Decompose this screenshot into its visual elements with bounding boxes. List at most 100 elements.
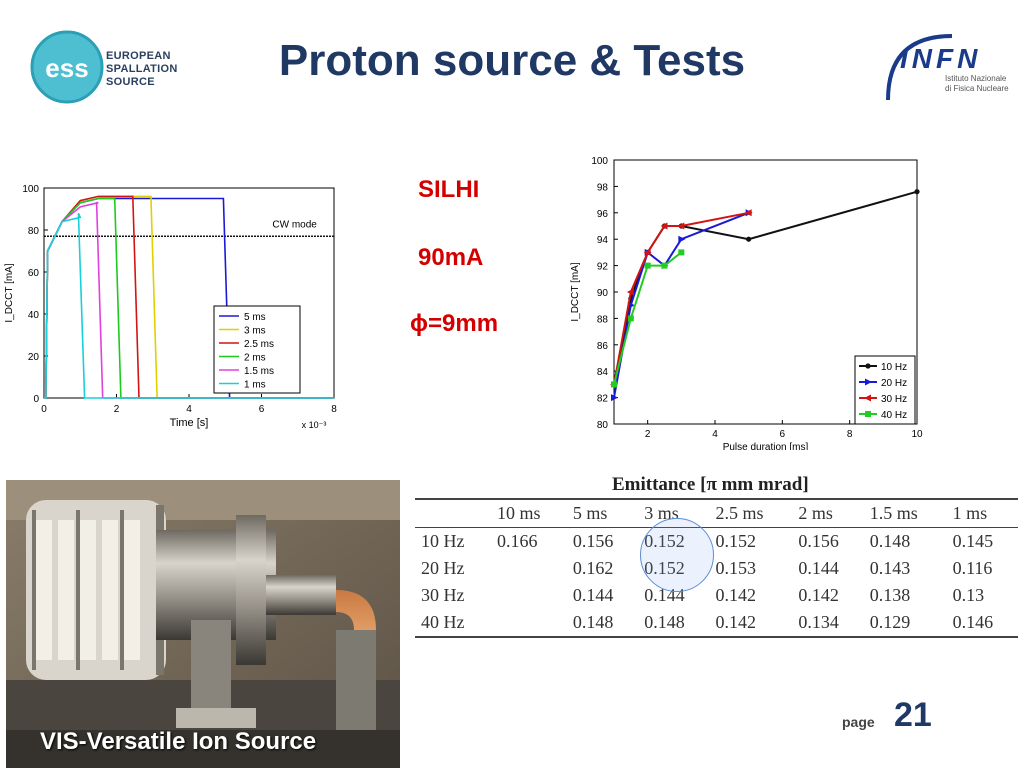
y-tick-label: 88: [597, 314, 609, 325]
y-tick-label: 100: [591, 156, 608, 167]
y-tick-label: 60: [28, 268, 40, 279]
data-point: [661, 262, 668, 269]
table-cell: 0.116: [952, 558, 993, 578]
table-cell: 0.152: [715, 531, 757, 551]
data-point: [914, 189, 920, 195]
legend-label: 20 Hz: [881, 378, 907, 389]
table-cell: 0.148: [644, 612, 685, 632]
legend-label: 10 Hz: [881, 362, 907, 373]
legend-label: 3 ms: [244, 326, 266, 337]
y-tick-label: 92: [597, 262, 609, 273]
table-header-cell: 5 ms: [572, 503, 608, 523]
table-cell: 0.156: [798, 531, 839, 551]
table-cell: [491, 582, 567, 609]
data-point: [744, 209, 752, 217]
table-header-cell: 1 ms: [952, 503, 988, 523]
x-axis-multiplier: x 10⁻³: [302, 420, 327, 430]
diameter-label: ϕ=9mm: [410, 310, 499, 337]
legend-label: 2.5 ms: [244, 339, 274, 350]
table-cell: 20 Hz: [421, 558, 465, 578]
data-point: [660, 222, 668, 230]
y-tick-label: 20: [28, 352, 40, 363]
table-cell: 40 Hz: [421, 612, 465, 632]
series-line-1-ms: [44, 212, 334, 399]
legend-label: 30 Hz: [881, 394, 907, 405]
table-cell: 10 Hz: [421, 531, 465, 551]
legend-label: 5 ms: [244, 312, 266, 323]
silhi-label: SILHI: [418, 176, 480, 203]
data-point: [678, 249, 685, 256]
y-tick-label: 98: [597, 182, 609, 193]
page-title: Proton source & Tests: [278, 36, 746, 85]
y-tick-label: 94: [597, 235, 609, 246]
data-point: [611, 381, 617, 388]
table-cell: 0.162: [572, 558, 614, 578]
table-cell: 0.142: [715, 585, 757, 605]
table-cell: 0.144: [798, 558, 839, 578]
y-axis-title: I_DCCT [mA]: [570, 262, 581, 321]
data-point: [678, 235, 686, 243]
x-axis-title: Pulse duration [ms]: [723, 442, 809, 450]
table-cell: 0.13: [952, 585, 985, 605]
infn-line1: Istituto Nazionale: [945, 74, 1007, 83]
table-header-cell: [415, 499, 491, 528]
x-tick-label: 0: [41, 404, 47, 415]
y-tick-label: 80: [28, 226, 40, 237]
table-cell: 0.142: [798, 585, 839, 605]
y-tick-label: 96: [597, 209, 609, 220]
data-point: [644, 262, 651, 269]
cw-mode-label: CW mode: [272, 219, 317, 230]
ess-line2: SPALLATION: [106, 63, 178, 75]
table-cell: 0.134: [798, 612, 839, 632]
x-tick-label: 8: [331, 404, 337, 415]
highlight-circle: [640, 518, 714, 592]
x-tick-label: 4: [186, 404, 192, 415]
photo-caption: VIS-Versatile Ion Source: [40, 728, 317, 755]
y-tick-label: 80: [597, 420, 609, 431]
table-cell: 0.138: [869, 585, 911, 605]
table-cell: 0.129: [869, 612, 911, 632]
emittance-table: 10 ms 5 ms 3 ms 2.5 ms 2 ms 1.5 ms 1 ms 10 Hz 0…: [415, 498, 1018, 638]
y-tick-label: 90: [597, 288, 609, 299]
y-tick-label: 40: [28, 310, 40, 321]
current-label: 90mA: [418, 244, 484, 271]
legend-label: 1.5 ms: [244, 366, 274, 377]
y-tick-label: 86: [597, 341, 609, 352]
table-cell: [491, 555, 567, 582]
y-tick-label: 100: [22, 184, 39, 195]
data-point: [865, 363, 871, 369]
table-cell: 0.148: [572, 612, 614, 632]
series-line-30-Hz: [613, 211, 749, 385]
x-tick-label: 4: [712, 429, 718, 440]
y-tick-label: 0: [33, 394, 39, 405]
data-point: [746, 236, 752, 242]
table-cell: 0.142: [715, 612, 757, 632]
data-point: [865, 378, 872, 386]
legend-box: [213, 305, 301, 394]
table-header-cell: 10 ms: [496, 503, 541, 523]
data-point: [865, 411, 871, 417]
ess-logo-text: EUROPEAN SPALLATION SOURCE: [106, 50, 178, 89]
legend-label: 1 ms: [244, 380, 266, 391]
current-vs-pulse-chart: 2 4 6 8 10 80 82 84 86 88 90 92 94 96 98 100 Pulse durat…: [570, 156, 923, 450]
y-axis-title: I_DCCT [mA]: [4, 263, 15, 322]
table-cell: 0.166: [496, 531, 538, 551]
table-header-cell: 2 ms: [798, 503, 833, 523]
x-tick-label: 2: [114, 404, 120, 415]
table-cell: 0.146: [952, 612, 994, 632]
table-header-row: 10 ms 5 ms 3 ms 2.5 ms 2 ms 1.5 ms 1 ms: [415, 499, 1018, 528]
page-number: 21: [894, 696, 932, 734]
table-cell: 0.144: [572, 585, 614, 605]
page-label: page: [842, 714, 875, 730]
table-header-cell: 1.5 ms: [869, 503, 918, 523]
y-tick-label: 84: [597, 367, 609, 378]
data-point: [611, 394, 618, 402]
table-body: 10 Hz 0.166 0.156 0.152 0.152 0.156 0.148 0.145…: [415, 528, 1018, 637]
x-tick-label: 6: [259, 404, 265, 415]
x-axis-title: Time [s]: [170, 417, 209, 429]
ess-line3: SOURCE: [106, 76, 155, 88]
table-cell: 0.156: [572, 531, 614, 551]
y-tick-label: 82: [597, 394, 609, 405]
infn-logo-text: Istituto Nazionale di Fisica Nucleare: [945, 74, 1009, 94]
